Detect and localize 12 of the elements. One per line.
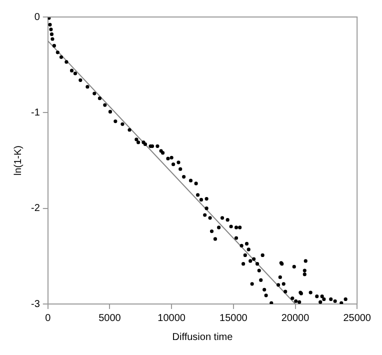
x-tick-label: 15000 [220, 312, 248, 324]
y-tick-label: 0 [34, 12, 40, 23]
x-tick-label: 25000 [343, 312, 372, 324]
x-tick-label: 5000 [98, 312, 122, 324]
y-tick-label: -2 [30, 203, 40, 214]
y-axis-title: ln(1-K) [12, 145, 24, 176]
y-tick-label: -3 [30, 298, 40, 310]
x-tick-label: 20000 [281, 312, 310, 324]
x-tick-label: 10000 [158, 312, 186, 324]
x-axis-title: Diffusion time [172, 332, 234, 343]
y-tick-label: -1 [30, 107, 40, 118]
x-tick-label: 0 [45, 312, 52, 324]
